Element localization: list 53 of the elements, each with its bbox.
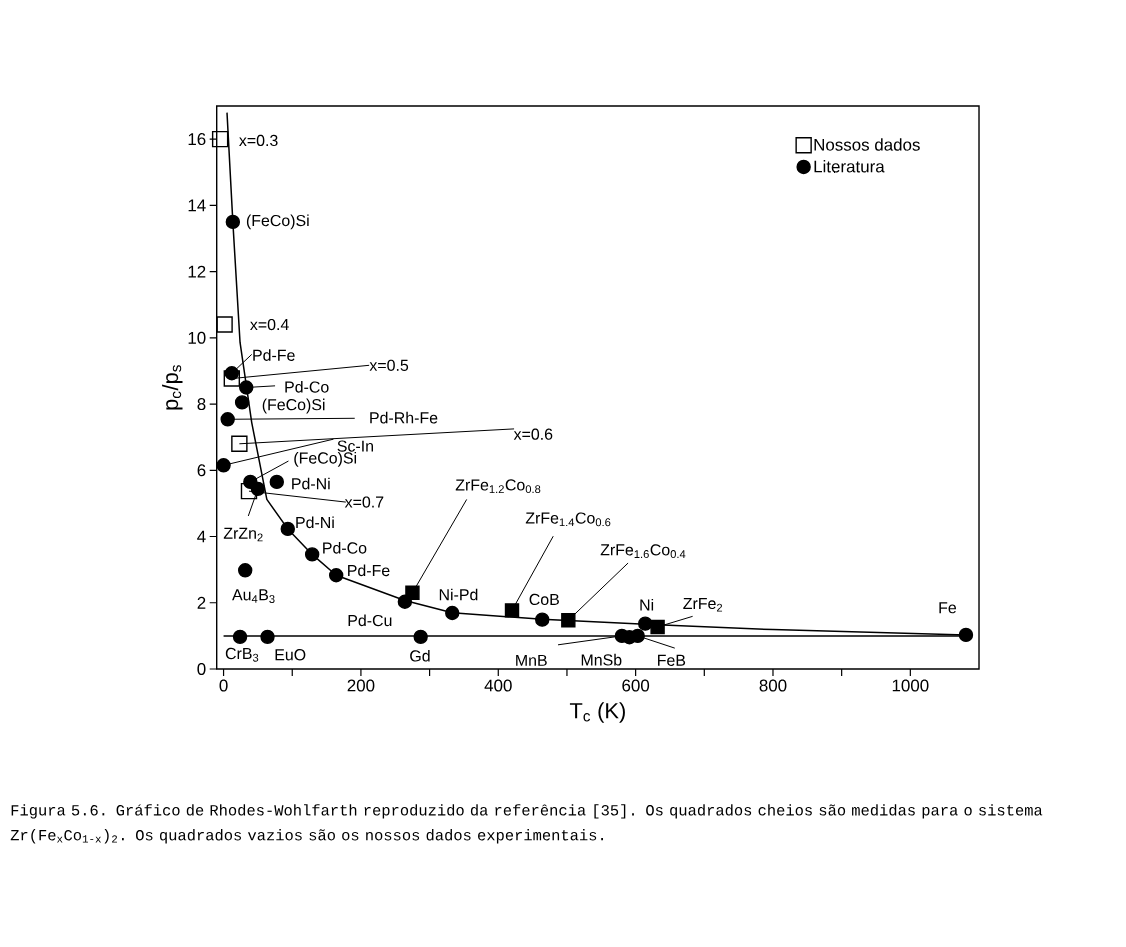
annotation: EuO — [275, 649, 306, 661]
annotation: FeB — [658, 654, 686, 666]
annotation: x=0.6 — [513, 428, 553, 440]
annotation: Ni — [640, 598, 654, 611]
annotation: MnB — [516, 654, 547, 666]
x-tick-label: 600 — [622, 679, 650, 692]
x-tick-label: 0 — [219, 679, 228, 692]
annotation: (FeCo)Si — [294, 451, 357, 467]
x-tick-label: 200 — [347, 679, 375, 692]
annotation: Sc-In — [337, 440, 373, 452]
y-tick-label: 16 — [188, 133, 206, 146]
annotation: ZrZn$_{2}$ — [223, 527, 263, 542]
annotation: ZrFe$_{1.2}$Co$_{0.8}$ — [455, 479, 541, 494]
annotation: Pd-Rh-Fe — [370, 411, 438, 424]
y-tick-label: 6 — [197, 464, 206, 477]
annotation: MnSb — [581, 653, 622, 666]
annotation: Pd-Cu — [348, 614, 392, 627]
annotation: x=0.7 — [344, 496, 384, 508]
y-axis-title: p$_{c}$/p$_{s}$ — [162, 365, 183, 410]
annotation: Pd-Co — [285, 380, 329, 393]
annotation: Pd-Ni — [292, 477, 330, 490]
y-tick-label: 2 — [197, 596, 206, 609]
annotation: Pd-Fe — [253, 349, 295, 361]
annotation: x=0.5 — [369, 359, 409, 371]
annotation: Pd-Ni — [296, 516, 334, 529]
annotation: ZrFe$_{2}$ — [683, 597, 723, 612]
annotation: ZrFe$_{1.4}$Co$_{0.6}$ — [525, 512, 611, 527]
annotation: Fe — [939, 602, 957, 614]
annotation: (FeCo)Si — [246, 214, 309, 230]
x-tick-label: 400 — [484, 679, 512, 692]
y-tick-label: 12 — [188, 265, 206, 278]
annotation: x=0.4 — [250, 318, 289, 331]
y-tick-label: 0 — [197, 663, 206, 675]
x-axis-title: T$_{c}$ (K) — [569, 702, 625, 723]
annotation: ZrFe$_{1.6}$Co$_{0.4}$ — [600, 544, 686, 559]
annotation: CoB — [529, 593, 559, 606]
legend-label: Literatura — [814, 160, 885, 173]
annotation: x=0.3 — [239, 134, 278, 147]
legend-label: Nossos dados — [814, 138, 920, 151]
text: Figura 5.6. Gráfico de Rhodes-Wohlfarth reproduzido da referência [35]. Os quadrados cheios são medidas para o sistema Zr(Fe$_{x}$Co$_{1-x}$)$_{2}$. Os quadrados vazios são os nossos dados experimentais. — [10, 804, 1043, 844]
annotation: Ni-Pd — [439, 588, 478, 601]
annotation: Gd — [410, 649, 430, 662]
annotation: Pd-Co — [323, 541, 367, 554]
y-tick-label: 10 — [188, 331, 206, 344]
y-tick-label: 14 — [188, 199, 206, 212]
annotation: CrB$_{3}$ — [225, 647, 259, 662]
y-tick-label: 4 — [197, 530, 206, 543]
x-tick-label: 1000 — [892, 679, 929, 692]
annotation: Au$_{4}$B$_{3}$ — [232, 589, 275, 603]
y-tick-label: 8 — [197, 398, 206, 411]
annotation: Pd-Fe — [348, 564, 390, 577]
x-tick-label: 800 — [759, 679, 787, 692]
annotation: (FeCo)Si — [262, 398, 325, 414]
